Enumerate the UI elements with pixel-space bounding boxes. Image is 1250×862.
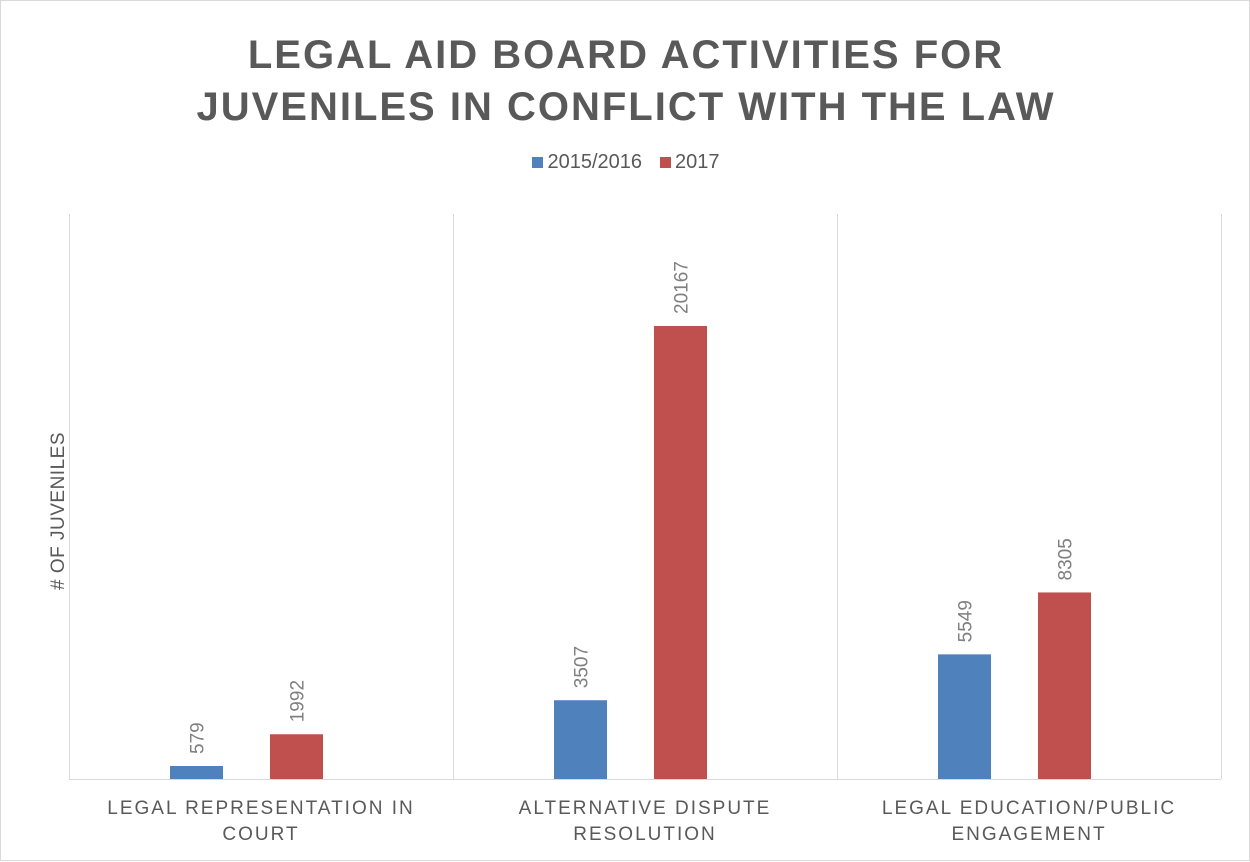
chart-title: LEGAL AID BOARD ACTIVITIES FOR JUVENILES… [1, 29, 1250, 133]
bar-series-1-cat-1 [554, 700, 607, 779]
legend-label-series-2: 2017 [675, 151, 720, 173]
legend-item-series-2: 2017 [660, 151, 720, 174]
chart-title-line-2: JUVENILES IN CONFLICT WITH THE LAW [196, 85, 1056, 129]
data-label-series-1-cat-0: 579 [188, 722, 209, 754]
data-label-series-2-cat-2: 8305 [1056, 538, 1077, 580]
chart-legend: 2015/2016 2017 [1, 151, 1250, 174]
x-tick-label-alternative-dispute-resolution: ALTERNATIVE DISPUTE RESOLUTION [518, 798, 772, 845]
data-label-series-2-cat-0: 1992 [288, 680, 309, 722]
x-tick-label-legal-education: LEGAL EDUCATION/PUBLIC ENGAGEMENT [881, 798, 1177, 845]
bar-series-2-cat-1 [654, 326, 707, 779]
legend-label-series-1: 2015/2016 [547, 151, 643, 173]
bar-series-1-cat-0 [170, 765, 223, 779]
legend-swatch-series-2 [660, 157, 672, 168]
bar-series-2-cat-0 [270, 734, 323, 779]
legend-item-series-1: 2015/2016 [532, 151, 642, 174]
data-label-series-1-cat-2: 5549 [956, 600, 977, 642]
bar-series-1-cat-2 [938, 654, 991, 779]
data-label-series-1-cat-1: 3507 [572, 646, 593, 688]
data-label-series-2-cat-1: 20167 [672, 261, 693, 314]
legend-swatch-series-1 [532, 157, 544, 168]
bar-series-2-cat-2 [1038, 592, 1091, 779]
chart-title-line-1: LEGAL AID BOARD ACTIVITIES FOR [247, 33, 1005, 77]
x-tick-label-legal-representation: LEGAL REPRESENTATION IN COURT [107, 798, 415, 845]
